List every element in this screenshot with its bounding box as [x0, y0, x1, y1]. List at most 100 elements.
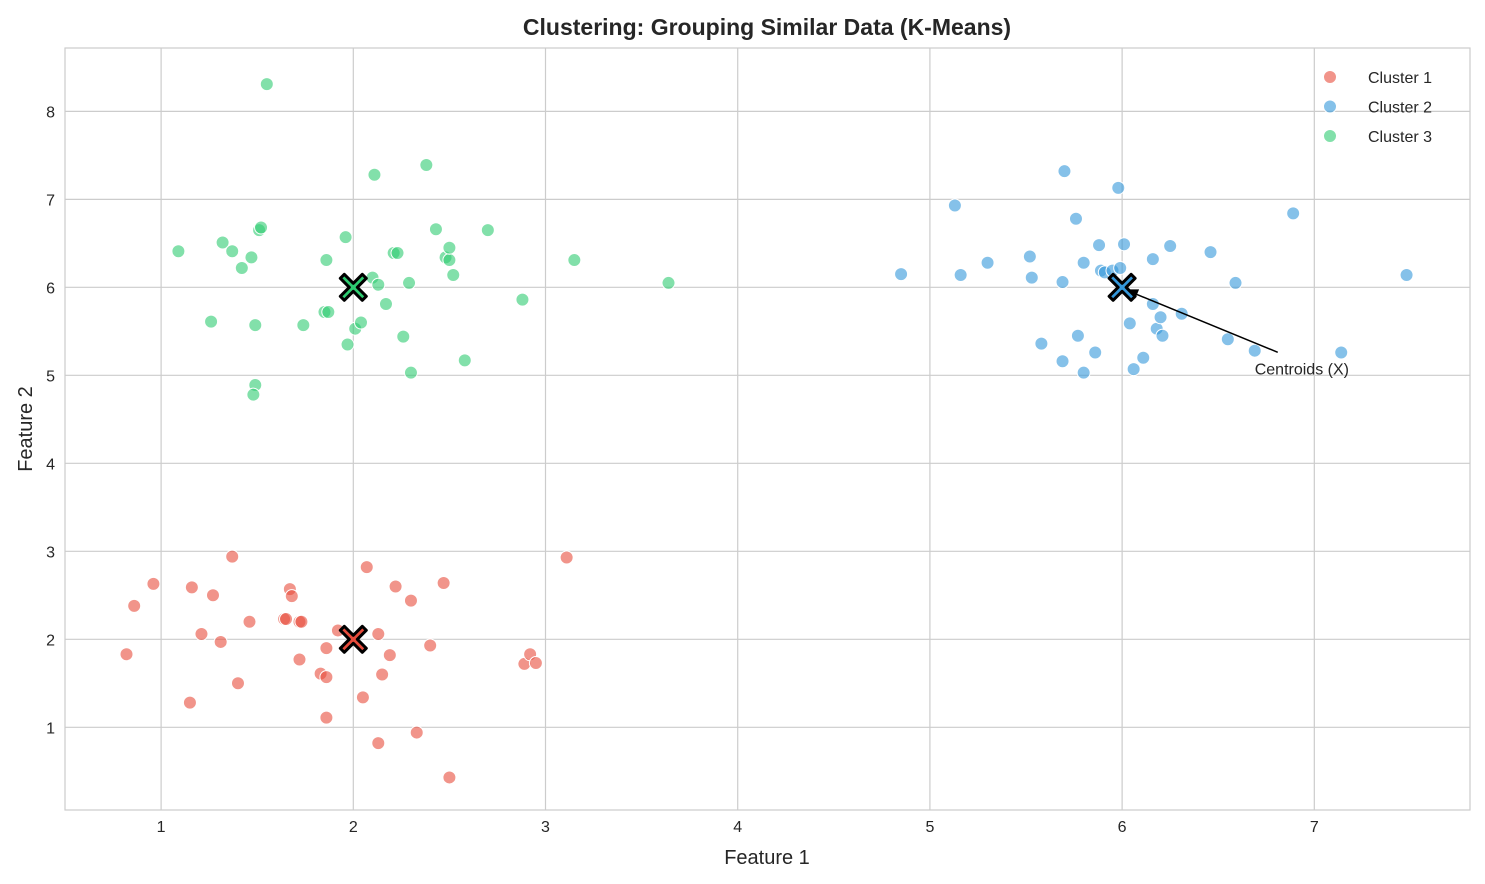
data-point: [419, 158, 434, 173]
data-point: [371, 277, 386, 292]
centroid-marker: [338, 624, 368, 654]
data-point: [319, 253, 334, 268]
series-1: [119, 549, 574, 785]
data-point: [390, 246, 405, 261]
x-tick-labels: 1 2 3 4 5 6 7: [157, 819, 1319, 836]
data-point: [146, 576, 161, 591]
data-point: [1070, 328, 1085, 343]
series-3: [171, 77, 676, 402]
x-tick-label: 4: [733, 819, 742, 836]
data-point: [1203, 245, 1218, 260]
data-point: [388, 579, 403, 594]
data-point: [403, 365, 418, 380]
data-point: [371, 627, 386, 642]
data-point: [225, 244, 240, 259]
data-point: [1111, 180, 1126, 195]
annotation-text: Centroids (X): [1255, 361, 1349, 378]
x-tick-label: 6: [1118, 819, 1127, 836]
data-point: [1117, 237, 1132, 252]
annotation-arrow: [1133, 292, 1279, 353]
data-point: [953, 268, 968, 283]
chart-title: Clustering: Grouping Similar Data (K-Mea…: [523, 14, 1011, 40]
x-tick-label: 7: [1310, 819, 1319, 836]
data-point: [1068, 211, 1083, 226]
data-point: [319, 670, 334, 685]
data-point: [367, 167, 382, 182]
data-point: [515, 292, 530, 307]
data-point: [119, 647, 134, 662]
data-point: [259, 77, 274, 92]
annotation-arrowhead: [1126, 289, 1140, 299]
data-point: [980, 255, 995, 270]
data-point: [294, 614, 309, 629]
data-point: [1122, 316, 1137, 331]
data-point: [442, 240, 457, 255]
legend-marker: [1323, 99, 1337, 114]
data-point: [246, 387, 261, 402]
grid: [65, 48, 1470, 810]
legend-label: Cluster 3: [1368, 129, 1432, 146]
data-point: [353, 315, 368, 330]
centroid-marker: [338, 272, 368, 302]
data-point: [403, 593, 418, 608]
y-axis-label: Feature 2: [15, 386, 37, 472]
data-point: [248, 318, 263, 333]
y-tick-label: 4: [46, 456, 55, 473]
data-point: [182, 695, 197, 710]
data-point: [947, 198, 962, 213]
data-point: [382, 648, 397, 663]
data-point: [242, 614, 257, 629]
data-point: [1126, 362, 1141, 377]
data-point: [1145, 252, 1160, 267]
data-point: [1334, 345, 1349, 360]
data-point: [1228, 275, 1243, 290]
data-point: [1113, 260, 1128, 275]
data-point: [321, 304, 336, 319]
data-point: [661, 275, 676, 290]
data-point: [1057, 164, 1072, 179]
data-point: [296, 318, 311, 333]
y-tick-label: 3: [46, 544, 55, 561]
data-point: [1055, 275, 1070, 290]
data-points: [119, 77, 1414, 785]
x-tick-label: 5: [925, 819, 934, 836]
data-point: [1092, 238, 1107, 253]
centroids: [338, 272, 1137, 654]
data-point: [1153, 310, 1168, 325]
data-point: [1022, 249, 1037, 264]
y-tick-label: 2: [46, 632, 55, 649]
data-point: [234, 260, 249, 275]
data-point: [402, 275, 417, 290]
data-point: [559, 550, 574, 565]
data-point: [1136, 350, 1151, 365]
data-point: [184, 580, 199, 595]
data-point: [396, 329, 411, 344]
data-point: [359, 560, 374, 575]
data-point: [205, 588, 220, 603]
data-point: [225, 549, 240, 564]
data-point: [1174, 306, 1189, 321]
data-point: [340, 337, 355, 352]
data-point: [1024, 270, 1039, 285]
data-point: [1220, 332, 1235, 347]
data-point: [213, 634, 228, 649]
data-point: [894, 267, 909, 282]
data-point: [1034, 336, 1049, 351]
data-point: [127, 598, 142, 613]
data-point: [423, 638, 438, 653]
x-axis-label: Feature 1: [724, 847, 810, 869]
data-point: [1399, 268, 1414, 283]
data-point: [215, 235, 230, 250]
y-tick-label: 5: [46, 368, 55, 385]
data-point: [1088, 345, 1103, 360]
data-point: [319, 710, 334, 725]
x-tick-label: 1: [157, 819, 166, 836]
data-point: [279, 612, 294, 627]
y-tick-label: 7: [46, 192, 55, 209]
x-tick-label: 2: [349, 819, 358, 836]
data-point: [371, 736, 386, 751]
data-point: [528, 656, 543, 671]
data-point: [355, 690, 370, 705]
data-point: [1155, 328, 1170, 343]
data-point: [409, 725, 424, 740]
